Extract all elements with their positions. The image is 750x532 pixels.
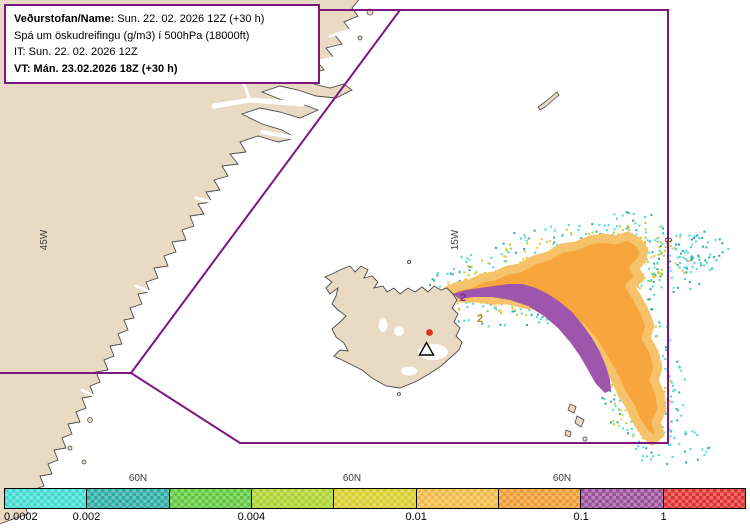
faroe-islet: [567, 403, 577, 414]
vt-label: VT:: [14, 62, 31, 75]
colorbar-segment: [498, 489, 582, 508]
info-line-issuer: Veðurstofan/Name: Sun. 22. 02. 2026 12Z …: [14, 11, 310, 28]
offshore-island: [406, 259, 411, 264]
ash-plume-purple-core: [452, 284, 611, 393]
issuer-label: Veðurstofan/Name:: [14, 13, 115, 25]
colorbar-segment: [581, 489, 664, 508]
colorbar-segment: [87, 489, 170, 508]
eruption-site-dot: [426, 329, 433, 336]
faroe-islet: [574, 415, 585, 428]
lon-label-45w: 45W: [39, 229, 50, 250]
glacier-hofsjokull: [394, 326, 404, 336]
faroe-islet: [564, 429, 572, 438]
colorbar-segment: [663, 489, 745, 508]
colorbar-tick-label: 0.01: [405, 511, 427, 523]
offshore-island: [357, 35, 363, 41]
contour-label-olive: 2: [477, 313, 483, 325]
forecast-area-boundary: [0, 9, 669, 444]
faroe-islands: [564, 403, 588, 442]
colorbar-segment: [169, 489, 252, 508]
colorbar-segment: [334, 489, 417, 508]
forecast-info-box: Veðurstofan/Name: Sun. 22. 02. 2026 12Z …: [4, 4, 320, 84]
info-line-it: IT: Sun. 22. 02. 2026 12Z: [14, 44, 310, 61]
fjord: [134, 284, 152, 294]
iceland-landmass: [324, 259, 463, 396]
lat-label-60n: 60N: [553, 473, 571, 484]
fjord: [328, 28, 352, 38]
forecast-valid-time: Sun. 22. 02. 2026 12Z (+30 h): [114, 13, 265, 25]
lat-label-60n: 60N: [343, 473, 361, 484]
colorbar-segment: [251, 489, 335, 508]
fjord: [194, 196, 214, 204]
info-line-vt: VT: Mán. 23.02.2026 18Z (+30 h): [14, 61, 310, 78]
iceland-coast: [324, 265, 463, 389]
colorbar-segments: [4, 488, 746, 509]
colorbar-segment: [416, 489, 499, 508]
product-title: Spá um öskudreifingu (g/m3) í 500hPa (18…: [14, 29, 250, 42]
colorbar-tick-label: 0.0002: [4, 511, 38, 523]
colorbar-tick-label: 0.002: [72, 511, 101, 523]
volcano-triangle-marker: [418, 341, 435, 356]
colorbar-tick-label: 0.1: [573, 511, 589, 523]
colorbar-tick-labels: 0.0002 0.002 0.004 0.01 0.1 1: [4, 509, 746, 527]
greenland-landmass: [0, 0, 374, 525]
offshore-island: [67, 445, 73, 451]
it-label: IT:: [14, 46, 26, 58]
offshore-island: [87, 417, 93, 423]
it-value: Sun. 22. 02. 2026 12Z: [25, 46, 138, 58]
offshore-island: [397, 392, 401, 396]
colorbar-tick-label: 0.004: [237, 511, 266, 523]
glacier-vatnajokull: [418, 344, 448, 360]
faroe-islet: [582, 436, 588, 442]
ash-plume-orange-band: [442, 231, 667, 446]
contour-label-purple: 2: [460, 292, 466, 304]
lon-label-0: 0: [664, 237, 675, 243]
lon-label-15w: 15W: [450, 229, 461, 250]
glacier-langjokull: [378, 318, 388, 332]
colorbar-tick-label: 1: [660, 511, 667, 523]
fjord: [242, 82, 252, 102]
concentration-colorbar: 0.0002 0.002 0.004 0.01 0.1 1: [4, 488, 746, 527]
jan-mayen-island: [537, 91, 560, 111]
fjord: [80, 388, 96, 398]
glacier-myrdalsjokull: [401, 366, 417, 376]
lat-label-60n: 60N: [129, 473, 147, 484]
vt-value: Mán. 23.02.2026 18Z (+30 h): [30, 62, 178, 75]
colorbar-segment: [5, 489, 88, 508]
fjord: [260, 130, 298, 140]
offshore-island: [81, 459, 87, 465]
